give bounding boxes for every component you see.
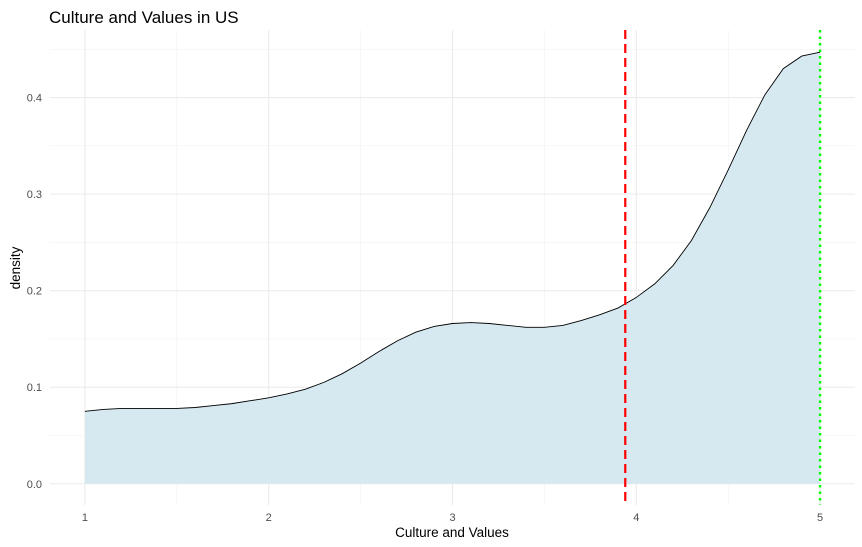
y-tick-label: 0.2 bbox=[27, 286, 42, 298]
y-axis-tick-labels: 0.0 0.1 0.2 0.3 0.4 bbox=[27, 93, 42, 491]
y-tick-label: 0.3 bbox=[27, 189, 42, 201]
x-tick-label: 3 bbox=[449, 512, 455, 524]
y-axis-title: density bbox=[8, 246, 23, 289]
x-axis-title: Culture and Values bbox=[395, 525, 509, 540]
chart-title: Culture and Values in US bbox=[49, 8, 239, 27]
x-tick-label: 5 bbox=[817, 512, 823, 524]
y-tick-label: 0.4 bbox=[27, 93, 42, 105]
x-tick-label: 2 bbox=[266, 512, 272, 524]
y-tick-label: 0.1 bbox=[27, 382, 42, 394]
density-area bbox=[84, 52, 821, 484]
density-curve bbox=[84, 51, 821, 412]
reference-lines bbox=[624, 30, 822, 505]
x-tick-label: 1 bbox=[82, 512, 88, 524]
x-axis-tick-labels: 1 2 3 4 5 bbox=[82, 512, 823, 524]
x-tick-label: 4 bbox=[633, 512, 639, 524]
y-tick-label: 0.0 bbox=[27, 479, 42, 491]
